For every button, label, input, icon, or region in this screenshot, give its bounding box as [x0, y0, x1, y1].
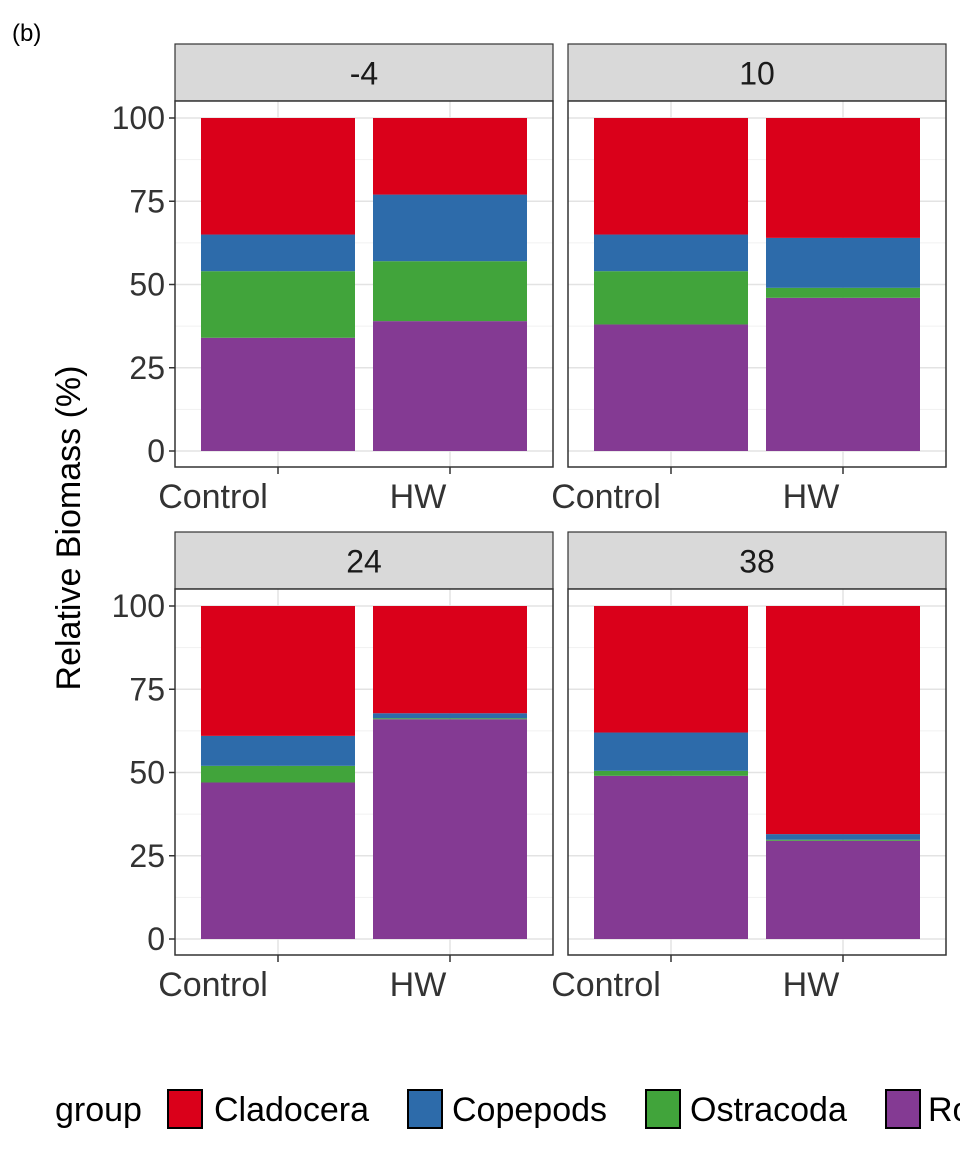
bar-segment-copepods-hw	[373, 713, 527, 719]
y-tick-label: 75	[129, 671, 165, 707]
legend-key-ostracoda	[645, 1089, 681, 1129]
facet-panel-10: 10 Control HW	[551, 43, 947, 516]
bar-segment-ostracoda-control	[201, 765, 355, 783]
panel-border	[567, 588, 947, 956]
y-tick-label: 25	[129, 838, 165, 874]
legend-label-ostracoda: Ostracoda	[690, 1091, 847, 1129]
bar-segment-cladocera-control	[201, 118, 355, 235]
facet-strip-label: -4	[350, 56, 378, 92]
facet-strip-label: 10	[739, 56, 775, 92]
panel-border	[567, 100, 947, 468]
legend-key-cladocera	[167, 1089, 203, 1129]
x-tick-label: HW	[390, 966, 447, 1004]
bar-segment-cladocera-control	[201, 606, 355, 736]
legend-label-rotifera: Ro	[928, 1091, 960, 1129]
bar-segment-ostracoda-hw	[373, 261, 527, 322]
bar-segment-ostracoda-control	[594, 271, 748, 325]
y-tick-label: 75	[129, 183, 165, 219]
facet-strip-label: 38	[739, 544, 775, 580]
bar-segment-copepods-control	[594, 234, 748, 272]
legend-key-copepods	[407, 1089, 443, 1129]
y-tick-label: 0	[147, 921, 165, 957]
legend-label-cladocera: Cladocera	[214, 1091, 369, 1129]
bar-segment-cladocera-control	[594, 118, 748, 235]
bar-segment-copepods-hw	[766, 834, 920, 840]
bar-segment-rotifera-hw	[766, 297, 920, 451]
y-tick-label: 100	[112, 100, 165, 136]
bar-segment-ostracoda-control	[594, 770, 748, 776]
y-tick-label: 25	[129, 350, 165, 386]
facet-panel-24: 24 0 25 50 75 100 Control HW	[112, 531, 554, 1004]
x-tick-label: Control	[158, 478, 268, 516]
legend-label-copepods: Copepods	[452, 1091, 607, 1129]
x-tick-label: HW	[390, 478, 447, 516]
facet-strip	[567, 43, 947, 102]
bar-segment-ostracoda-control	[201, 271, 355, 338]
y-tick-label: 50	[129, 267, 165, 303]
x-tick-label: HW	[783, 478, 840, 516]
bar-segment-cladocera-hw	[373, 606, 527, 714]
bar-segment-cladocera-hw	[766, 606, 920, 835]
bar-segment-rotifera-hw	[373, 719, 527, 939]
x-tick-label: Control	[551, 478, 661, 516]
x-tick-label: Control	[158, 966, 268, 1004]
bar-segment-copepods-hw	[373, 194, 527, 262]
facet-panel-4: -4 0 25 50 75 100 Control HW	[112, 43, 554, 516]
facet-panel-38: 38 Control HW	[551, 531, 947, 1004]
bar-segment-rotifera-control	[594, 324, 748, 451]
bar-segment-rotifera-control	[201, 337, 355, 451]
y-tick-label: 50	[129, 755, 165, 791]
bar-segment-copepods-control	[201, 735, 355, 766]
x-tick-label: HW	[783, 966, 840, 1004]
facet-strip	[174, 43, 554, 102]
bar-segment-copepods-hw	[766, 237, 920, 288]
bar-segment-rotifera-hw	[766, 840, 920, 939]
legend: group Cladocera Copepods Ostracoda Ro	[55, 1089, 960, 1129]
legend-key-rotifera	[885, 1089, 921, 1129]
y-tick-label: 0	[147, 433, 165, 469]
bar-segment-cladocera-hw	[766, 118, 920, 238]
bar-segment-ostracoda-hw	[766, 287, 920, 298]
bar-segment-copepods-control	[201, 234, 355, 272]
legend-title: group	[55, 1091, 142, 1129]
facet-strip	[174, 531, 554, 590]
panel-label: (b)	[12, 20, 41, 47]
facet-strip	[567, 531, 947, 590]
x-tick-label: Control	[551, 966, 661, 1004]
bar-segment-ostracoda-hw	[373, 718, 527, 720]
bar-segment-rotifera-control	[201, 782, 355, 939]
y-tick-label: 100	[112, 588, 165, 624]
bar-segment-rotifera-control	[594, 775, 748, 939]
bar-segment-copepods-control	[594, 732, 748, 771]
bar-segment-cladocera-control	[594, 606, 748, 733]
y-axis-label: Relative Biomass (%)	[50, 366, 88, 691]
bar-segment-rotifera-hw	[373, 321, 527, 451]
facet-strip-label: 24	[346, 544, 382, 580]
bar-segment-ostracoda-hw	[766, 839, 920, 841]
bar-segment-cladocera-hw	[373, 118, 527, 195]
